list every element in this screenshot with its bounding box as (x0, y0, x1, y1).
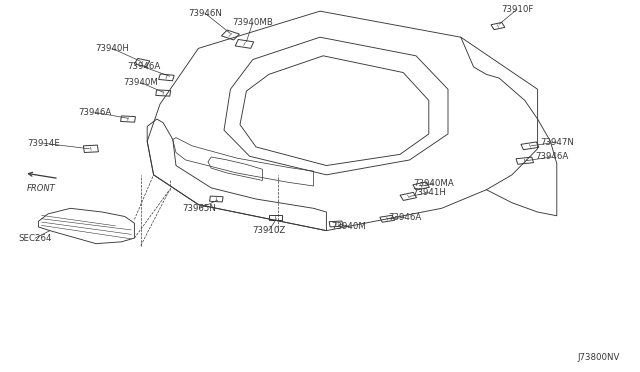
Text: 73946A: 73946A (127, 62, 161, 71)
Text: 73940H: 73940H (95, 44, 129, 53)
Text: 73946A: 73946A (535, 153, 568, 161)
Text: 73914E: 73914E (27, 139, 60, 148)
Text: 73947N: 73947N (540, 138, 573, 147)
Text: 73910Z: 73910Z (252, 226, 285, 235)
Text: 73946A: 73946A (388, 213, 421, 222)
Text: 73940MB: 73940MB (232, 18, 273, 27)
Text: 73946N: 73946N (188, 9, 221, 17)
Text: J73800NV: J73800NV (577, 353, 620, 362)
Text: 73940MA: 73940MA (413, 179, 454, 187)
Text: 73940M: 73940M (332, 222, 366, 231)
Text: SEC264: SEC264 (19, 234, 52, 243)
Text: 73965N: 73965N (183, 204, 216, 213)
Text: 73946A: 73946A (78, 108, 111, 117)
Text: 73940M: 73940M (124, 78, 158, 87)
Text: FRONT: FRONT (28, 184, 56, 193)
Text: 73941H: 73941H (412, 188, 445, 197)
Text: 73910F: 73910F (501, 5, 533, 14)
